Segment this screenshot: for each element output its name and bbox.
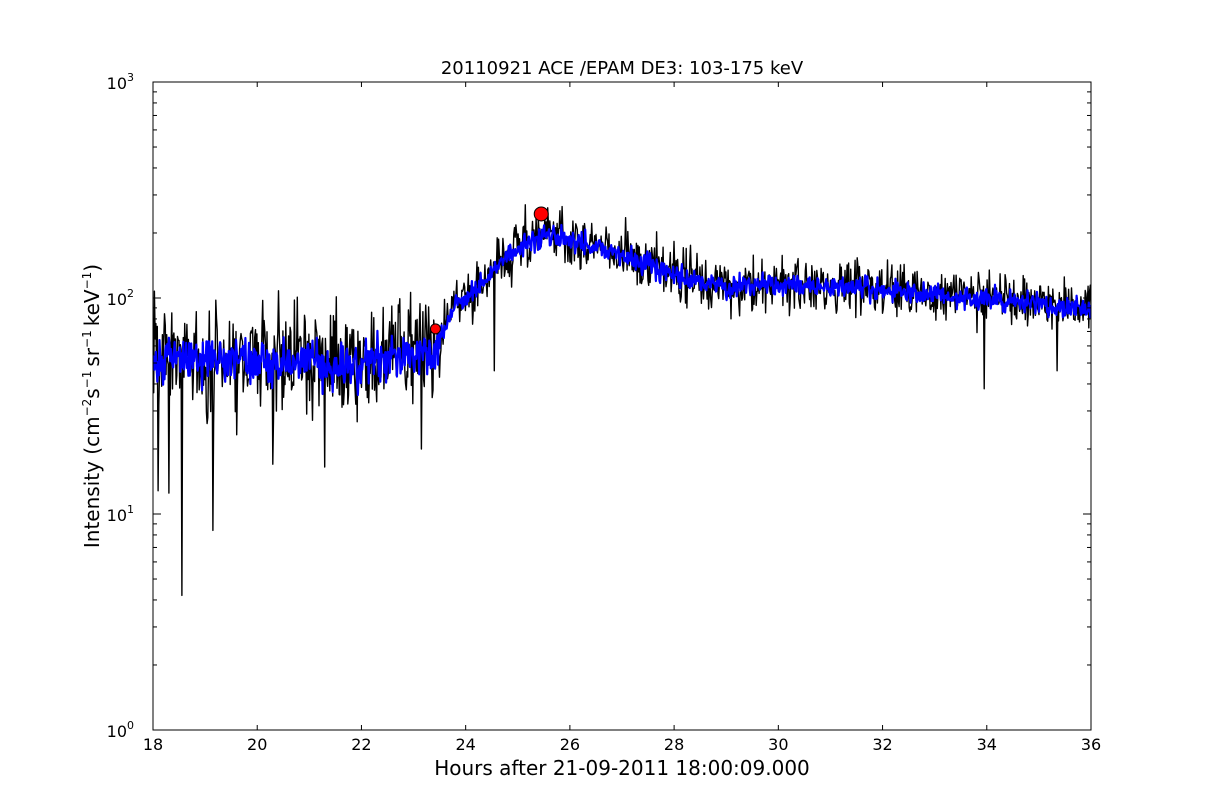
x-tick-label: 36 [1081, 735, 1101, 754]
peak-marker [533, 206, 549, 222]
x-tick-label: 26 [560, 735, 580, 754]
y-tick-labels: 100 101 102 103 [107, 71, 134, 741]
x-tick-label: 30 [768, 735, 788, 754]
series-line-smoothed [153, 223, 1091, 397]
y-tick-label: 103 [107, 71, 134, 93]
x-tick-label: 22 [351, 735, 371, 754]
y-tick-label: 100 [107, 719, 134, 741]
y-tick-label: 102 [107, 287, 134, 309]
x-tick-label: 18 [143, 735, 163, 754]
chart-title: 20110921 ACE /EPAM DE3: 103-175 keV [441, 58, 804, 79]
tick-layer [152, 81, 1092, 731]
series-line-raw [153, 204, 1091, 597]
marker-layer [429, 206, 549, 335]
x-tick-label: 20 [247, 735, 267, 754]
series-layer [153, 204, 1091, 597]
plot-frame [152, 81, 1092, 731]
x-tick-label: 24 [455, 735, 475, 754]
x-tick-label: 32 [872, 735, 892, 754]
x-axis-label: Hours after 21-09-2011 18:00:09.000 [434, 756, 810, 780]
y-tick-label: 101 [107, 503, 134, 525]
peak-marker [429, 323, 441, 335]
x-tick-labels: 18 20 22 24 26 28 30 32 34 36 [143, 735, 1101, 754]
x-tick-label: 28 [664, 735, 684, 754]
y-axis-label: Intensity (cm−2s−1sr−1keV−1) [80, 264, 104, 548]
x-tick-label: 34 [977, 735, 997, 754]
